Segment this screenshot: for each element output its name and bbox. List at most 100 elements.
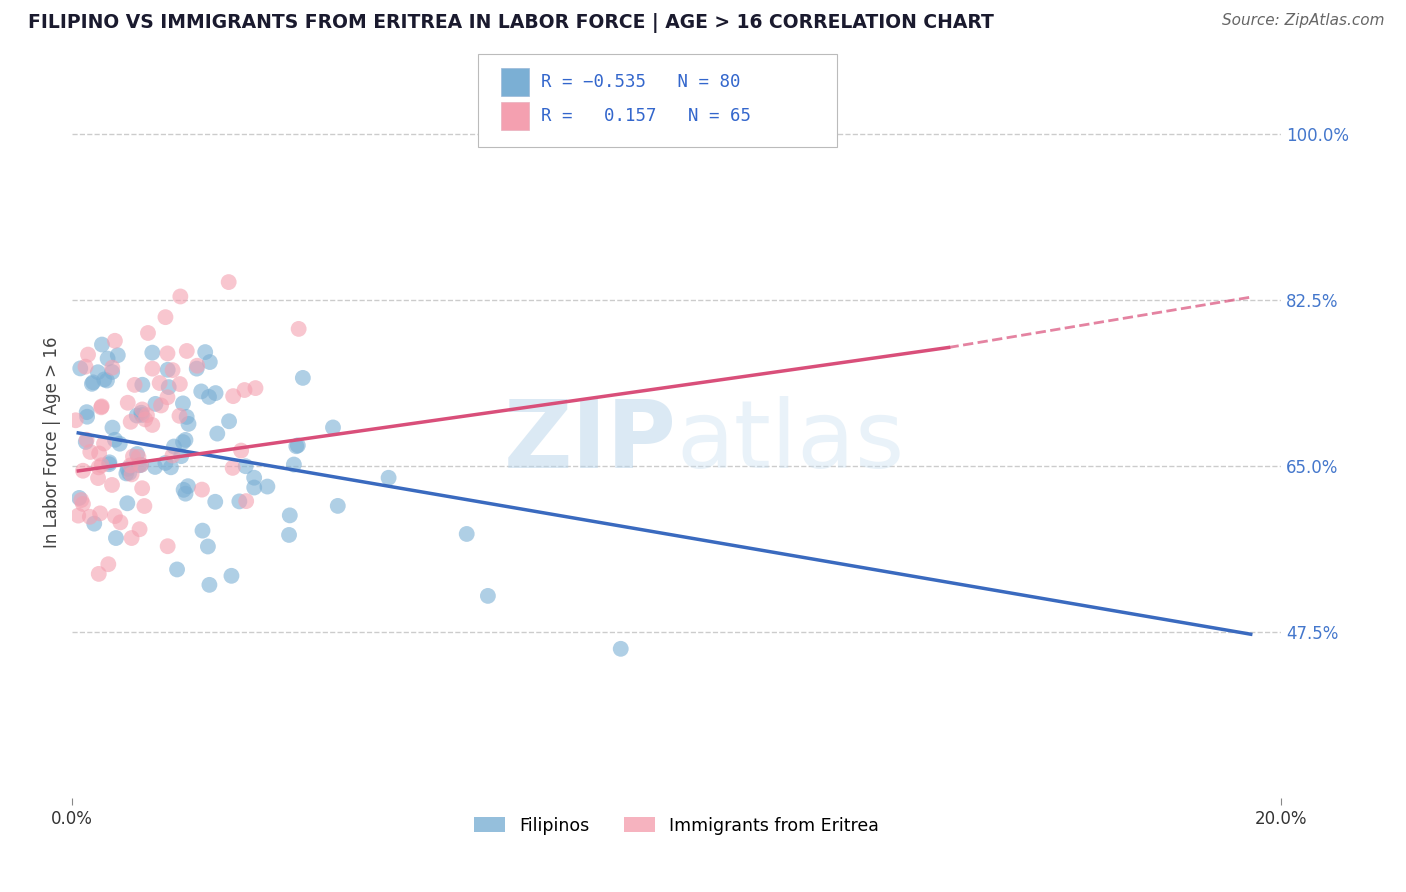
- Point: [129, 406, 152, 420]
- Point: [72, 464, 94, 478]
- Point: [176, 343, 198, 358]
- Point: [143, 459, 166, 474]
- Point: [235, 494, 257, 508]
- Point: [122, 450, 145, 464]
- Point: [155, 310, 177, 325]
- Point: [285, 439, 308, 453]
- Point: [104, 509, 127, 524]
- Point: [110, 516, 132, 530]
- Point: [120, 415, 142, 429]
- Point: [101, 365, 124, 379]
- Point: [98, 455, 121, 469]
- Point: [456, 527, 478, 541]
- Point: [283, 458, 305, 472]
- Point: [80, 376, 103, 391]
- Text: atlas: atlas: [676, 396, 905, 489]
- Point: [156, 346, 179, 360]
- Text: R = −0.535   N = 80: R = −0.535 N = 80: [541, 73, 741, 91]
- Point: [87, 471, 110, 485]
- Point: [172, 396, 194, 410]
- Point: [163, 440, 186, 454]
- Point: [124, 377, 146, 392]
- Point: [104, 531, 127, 545]
- Point: [65, 413, 87, 427]
- Point: [93, 372, 115, 386]
- Point: [169, 377, 191, 392]
- Point: [166, 562, 188, 576]
- Point: [89, 507, 111, 521]
- Point: [207, 426, 229, 441]
- Point: [221, 461, 243, 475]
- Point: [176, 409, 198, 424]
- Point: [156, 539, 179, 553]
- Point: [70, 493, 93, 508]
- Point: [76, 409, 98, 424]
- Point: [82, 376, 104, 390]
- Point: [141, 417, 163, 432]
- Point: [145, 397, 167, 411]
- Point: [136, 408, 159, 422]
- Point: [177, 417, 200, 431]
- Point: [322, 420, 344, 434]
- Point: [131, 481, 153, 495]
- Point: [191, 524, 214, 538]
- Point: [160, 460, 183, 475]
- Point: [87, 460, 110, 475]
- Point: [90, 458, 112, 473]
- Point: [221, 569, 243, 583]
- Point: [97, 351, 120, 366]
- Legend: Filipinos, Immigrants from Eritrea: Filipinos, Immigrants from Eritrea: [465, 808, 887, 843]
- Point: [87, 446, 110, 460]
- Point: [117, 496, 139, 510]
- Point: [609, 641, 631, 656]
- Point: [131, 377, 153, 392]
- Point: [90, 401, 112, 415]
- Point: [169, 409, 191, 423]
- Point: [174, 486, 197, 500]
- Point: [278, 528, 301, 542]
- Point: [235, 459, 257, 474]
- Point: [204, 495, 226, 509]
- Point: [127, 450, 149, 464]
- Point: [243, 471, 266, 485]
- Y-axis label: In Labor Force | Age > 16: In Labor Force | Age > 16: [44, 336, 60, 549]
- Point: [76, 405, 98, 419]
- Point: [87, 365, 110, 379]
- Point: [67, 508, 90, 523]
- Point: [96, 374, 118, 388]
- Point: [228, 494, 250, 508]
- Point: [162, 449, 184, 463]
- Point: [477, 589, 499, 603]
- Point: [128, 458, 150, 473]
- Point: [197, 540, 219, 554]
- Point: [155, 456, 177, 470]
- Point: [156, 363, 179, 377]
- Point: [190, 384, 212, 399]
- Point: [194, 345, 217, 359]
- Point: [287, 438, 309, 452]
- Point: [91, 337, 114, 351]
- Point: [174, 433, 197, 447]
- Point: [256, 479, 278, 493]
- Point: [76, 433, 98, 447]
- Point: [101, 360, 124, 375]
- Point: [141, 361, 163, 376]
- Point: [77, 348, 100, 362]
- Point: [131, 408, 153, 422]
- Point: [204, 386, 226, 401]
- Text: ZIP: ZIP: [503, 396, 676, 489]
- Point: [229, 443, 252, 458]
- Point: [75, 434, 97, 449]
- Point: [118, 466, 141, 480]
- Point: [141, 345, 163, 359]
- Point: [149, 376, 172, 390]
- Text: FILIPINO VS IMMIGRANTS FROM ERITREA IN LABOR FORCE | AGE > 16 CORRELATION CHART: FILIPINO VS IMMIGRANTS FROM ERITREA IN L…: [28, 13, 994, 33]
- Point: [218, 414, 240, 428]
- Point: [121, 531, 143, 545]
- Point: [170, 449, 193, 463]
- Point: [156, 390, 179, 404]
- Text: Source: ZipAtlas.com: Source: ZipAtlas.com: [1222, 13, 1385, 29]
- Point: [177, 479, 200, 493]
- Point: [150, 399, 173, 413]
- Point: [69, 361, 91, 376]
